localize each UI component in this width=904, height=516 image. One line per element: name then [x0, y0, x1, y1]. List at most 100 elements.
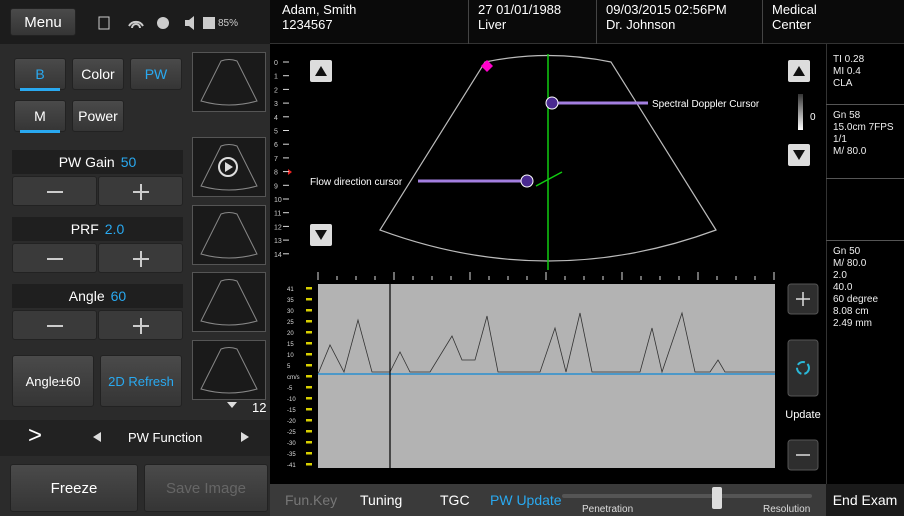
- cursor-handle[interactable]: [546, 97, 558, 109]
- velocity-label: -10: [287, 397, 296, 403]
- thumbnail[interactable]: [192, 52, 266, 112]
- mode-button[interactable]: M: [14, 100, 66, 132]
- institution-line: Medical: [772, 2, 817, 17]
- prev-arrow[interactable]: [92, 431, 102, 443]
- control-name: PRF: [71, 221, 99, 237]
- next-arrow[interactable]: [240, 431, 250, 443]
- patient-id: 1234567: [282, 17, 356, 32]
- minus-button[interactable]: [12, 243, 97, 273]
- age-dob: 27 01/01/1988: [478, 2, 561, 17]
- control-label: PW Gain 50: [12, 150, 183, 174]
- mode-button[interactable]: PW: [130, 58, 182, 90]
- update-label: Update: [785, 409, 820, 421]
- control-value: 2.0: [105, 221, 124, 237]
- gain-level: 0: [810, 112, 816, 123]
- velocity-tick: [306, 386, 312, 389]
- bottom-tab[interactable]: Tuning: [360, 492, 402, 508]
- plus-button[interactable]: [98, 243, 183, 273]
- gain-slider[interactable]: [798, 94, 803, 130]
- plus-icon: [140, 251, 142, 267]
- minus-button[interactable]: [12, 176, 97, 206]
- separator: [762, 0, 763, 44]
- velocity-label: -20: [287, 419, 296, 425]
- thumbnail[interactable]: [192, 340, 266, 400]
- depth-label: 9: [274, 183, 278, 190]
- refresh-button[interactable]: 2D Refresh: [100, 355, 182, 407]
- separator: [468, 0, 469, 44]
- annotation: Spectral Doppler Cursor: [652, 99, 760, 110]
- control-value: 60: [111, 288, 127, 304]
- velocity-tick: [306, 441, 312, 444]
- velocity-tick: [306, 430, 312, 433]
- velocity-label: 15: [287, 342, 294, 348]
- bottom-tab[interactable]: TGC: [440, 492, 470, 508]
- thumbnail-sector: [193, 341, 265, 399]
- bottom-tab[interactable]: Fun.Key: [285, 492, 337, 508]
- velocity-label: -25: [287, 430, 296, 436]
- plus-icon: [140, 184, 142, 200]
- mode-button[interactable]: Power: [72, 100, 124, 132]
- info-line: 2.49 mm: [833, 318, 878, 330]
- plus-button[interactable]: [98, 310, 183, 340]
- velocity-label: 10: [287, 353, 294, 359]
- thumbnail[interactable]: [192, 137, 266, 197]
- velocity-tick: [306, 364, 312, 367]
- separator: [826, 104, 904, 105]
- volume-icon: [185, 16, 194, 30]
- thumbnail[interactable]: [192, 272, 266, 332]
- velocity-label: 25: [287, 320, 294, 326]
- bottom-tab[interactable]: PW Update: [490, 492, 562, 508]
- battery-icon: [203, 17, 215, 29]
- info-line: Gn 58: [833, 110, 894, 122]
- velocity-label: 20: [287, 331, 294, 337]
- angle-marker: [536, 172, 562, 186]
- menu-button[interactable]: Menu: [10, 8, 76, 36]
- play-icon[interactable]: [217, 156, 239, 178]
- plus-button[interactable]: [98, 176, 183, 206]
- control-name: PW Gain: [59, 154, 115, 170]
- depth-label: 12: [274, 224, 282, 231]
- wifi-icon: [129, 22, 143, 28]
- plus-icon: [140, 318, 142, 334]
- control-value: 50: [121, 154, 137, 170]
- freeze-button[interactable]: Freeze: [10, 464, 138, 512]
- minus-icon: [47, 258, 63, 260]
- info-line: Gn 50: [833, 246, 878, 258]
- velocity-tick: [306, 298, 312, 301]
- doctor: Dr. Johnson: [606, 17, 727, 32]
- depth-label: 10: [274, 197, 282, 204]
- depth-label: 6: [274, 142, 278, 149]
- depth-label: 14: [274, 252, 282, 259]
- thumbnail[interactable]: [192, 205, 266, 265]
- function-label: PW Function: [128, 430, 202, 445]
- velocity-tick: [306, 287, 312, 290]
- mode-button[interactable]: Color: [72, 58, 124, 90]
- velocity-label: -15: [287, 408, 296, 414]
- angle-button[interactable]: Angle±60: [12, 355, 94, 407]
- velocity-tick: [306, 375, 312, 378]
- info-line: 40.0: [833, 282, 878, 294]
- cursor-handle[interactable]: [521, 175, 533, 187]
- expand-button[interactable]: >: [28, 422, 42, 450]
- spectrum-display: [318, 284, 775, 468]
- save-button[interactable]: Save Image: [144, 464, 268, 512]
- info-line: M/ 80.0: [833, 258, 878, 270]
- exam-type: Liver: [478, 17, 561, 32]
- update-button[interactable]: [788, 340, 818, 396]
- mode-button[interactable]: B: [14, 58, 66, 90]
- depth-label: 1: [274, 74, 278, 81]
- velocity-label: 30: [287, 309, 294, 315]
- velocity-tick: [306, 353, 312, 356]
- down-arrow: [226, 400, 238, 410]
- minus-button[interactable]: [12, 310, 97, 340]
- end-exam-button[interactable]: End Exam: [826, 484, 904, 516]
- info-line: 2.0: [833, 270, 878, 282]
- info-line: 15.0cm 7FPS: [833, 122, 894, 134]
- slider-thumb[interactable]: [712, 487, 722, 509]
- resolution-label: Resolution: [763, 504, 810, 515]
